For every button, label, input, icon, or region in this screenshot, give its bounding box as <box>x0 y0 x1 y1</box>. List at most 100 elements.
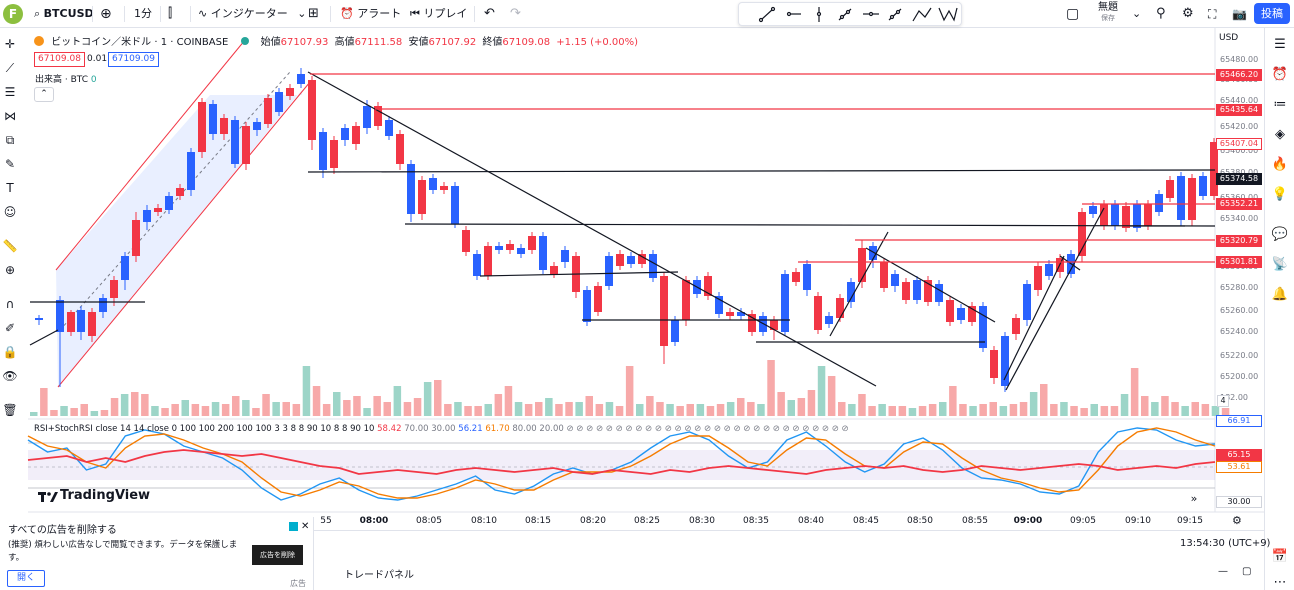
adchoices-icon[interactable] <box>289 522 298 531</box>
divider <box>190 6 191 22</box>
minimize-icon[interactable]: — <box>1218 566 1228 577</box>
trade-panel-tab[interactable]: トレードパネル <box>344 570 414 581</box>
magnifier-icon[interactable]: ⚲ <box>1156 6 1166 21</box>
candle <box>462 226 470 256</box>
replay-button[interactable]: ⏮ リプレイ <box>410 4 467 24</box>
clock[interactable]: 13:54:30 (UTC+9) <box>1180 538 1271 549</box>
close-icon[interactable]: ✕ <box>301 521 310 532</box>
ideas-icon[interactable]: 💡 <box>1271 187 1289 202</box>
trendline-tool-icon[interactable]: ⟋ <box>5 61 15 75</box>
maximize-icon[interactable]: ▢ <box>1242 566 1252 577</box>
alerts-clock-icon[interactable]: ⏰ <box>1271 67 1289 82</box>
chat-icon[interactable]: 💬 <box>1271 227 1289 242</box>
interval-button[interactable]: 1分 <box>134 7 152 20</box>
more-grid-icon[interactable]: ⋯ <box>1273 575 1287 590</box>
text-icon[interactable]: T <box>6 181 14 195</box>
candle <box>1144 200 1152 230</box>
candle-body <box>682 280 690 320</box>
candles-icon[interactable]: ⫿ <box>168 6 173 21</box>
crosshair-icon[interactable]: ✛ <box>4 37 16 51</box>
zoom-in-icon[interactable]: ⊕ <box>4 263 16 277</box>
sell-price-button[interactable]: 67109.08 <box>34 52 85 67</box>
ruler-icon[interactable]: 📏 <box>2 239 18 253</box>
settings-icon[interactable]: ⚙ <box>1182 6 1194 21</box>
ad-remove-button[interactable]: 広告を削除 <box>252 545 303 565</box>
candle <box>561 246 569 268</box>
volume-bar <box>484 404 492 416</box>
volume-bar <box>252 408 260 416</box>
volume-bar <box>1060 402 1068 416</box>
pattern-icon[interactable] <box>938 7 958 22</box>
redo-icon[interactable]: ↷ <box>510 6 521 21</box>
post-button[interactable]: 投稿 <box>1254 3 1290 24</box>
descending-trend-line <box>307 71 877 387</box>
tradingview-brand[interactable]: TradingView <box>60 488 151 503</box>
candle-body <box>528 236 536 250</box>
trash-icon[interactable]: 🗑 <box>2 403 18 417</box>
pattern-tool-icon[interactable]: ⋈ <box>4 109 16 123</box>
emoji-icon[interactable]: ☺ <box>3 205 17 219</box>
alert-button[interactable]: ⏰ アラート <box>340 4 401 24</box>
volume-bar <box>1181 406 1189 416</box>
extended-line-icon[interactable] <box>838 8 852 21</box>
magnet-icon[interactable]: ∩ <box>5 297 15 311</box>
fullscreen-icon[interactable]: ⛶ <box>1208 7 1217 21</box>
horizontal-ray-icon[interactable] <box>863 11 879 17</box>
buy-price-button[interactable]: 67109.09 <box>108 52 159 67</box>
streams-icon[interactable]: 📡 <box>1271 257 1289 272</box>
watchlist-icon[interactable]: ☰ <box>1274 37 1286 52</box>
angle-icon[interactable] <box>912 7 932 22</box>
lock-icon[interactable]: 🔒 <box>2 345 18 359</box>
trendline-icon[interactable] <box>758 6 776 23</box>
symbol-search[interactable]: ⌕ BTCUSD <box>34 4 94 24</box>
indicators-button[interactable]: ∿ インジケーター ⌄ <box>198 4 306 24</box>
chart-area[interactable] <box>0 28 1264 530</box>
candle <box>1155 190 1163 216</box>
candle <box>396 130 404 170</box>
high-value: 67111.58 <box>354 37 403 48</box>
projection-icon[interactable]: ⧉ <box>5 133 15 147</box>
ad-title: すべての広告を削除する <box>8 525 117 536</box>
calendar-icon[interactable]: 📅 <box>1271 549 1289 564</box>
hotlist-icon[interactable]: 🔥 <box>1271 157 1289 172</box>
layout-icon[interactable]: ⊞ <box>308 6 319 21</box>
notifications-icon[interactable]: 🔔 <box>1271 287 1289 302</box>
layers-icon[interactable]: ◈ <box>1275 127 1285 142</box>
square-icon[interactable]: ▢ <box>1066 6 1080 22</box>
brush-icon[interactable]: ✎ <box>4 157 16 171</box>
scroll-to-realtime-icon[interactable]: » <box>1190 492 1198 505</box>
lock-drawing-icon[interactable]: ✐ <box>4 321 16 335</box>
ray-icon[interactable] <box>786 11 801 17</box>
candle-body <box>550 266 558 274</box>
alert-icon: ⏰ <box>340 7 354 20</box>
price-axis-tick: 65380.00 <box>1220 168 1258 177</box>
candle <box>330 136 338 174</box>
camera-icon[interactable]: 📷 <box>1232 7 1247 21</box>
layout-name[interactable]: 無題 保存 <box>1096 2 1120 22</box>
price-axis-tick: 65220.00 <box>1220 351 1259 360</box>
change-value: +1.15 (+0.00%) <box>556 37 639 48</box>
undo-icon[interactable]: ↶ <box>484 6 495 21</box>
fib-icon[interactable]: ☰ <box>4 85 16 99</box>
chevron-down-icon[interactable]: ⌄ <box>1132 7 1142 20</box>
ad-open-button[interactable]: 開く <box>7 570 45 587</box>
volume-bar <box>1019 402 1028 416</box>
chart-settings-icon[interactable]: ⚙ <box>1232 514 1242 527</box>
candle <box>1188 174 1196 226</box>
vertical-line-icon[interactable] <box>816 7 822 22</box>
chart-canvas[interactable] <box>0 28 1264 530</box>
currency-selector[interactable]: USD <box>1219 33 1239 43</box>
volume-bar <box>646 396 654 416</box>
user-avatar[interactable]: F <box>3 4 23 24</box>
indicators-icon: ∿ <box>198 7 208 20</box>
add-icon[interactable]: ⊕ <box>100 6 112 22</box>
candle <box>550 262 558 278</box>
collapse-legend-button[interactable]: ⌃ <box>34 87 54 102</box>
volume-legend: 出来高 · BTC 0 <box>35 72 97 85</box>
add-list-icon[interactable]: ≔ <box>1273 97 1287 112</box>
eye-icon[interactable]: 👁 <box>2 369 18 383</box>
pencil-icon[interactable] <box>888 8 902 21</box>
volume-bar <box>90 411 99 416</box>
candle-body <box>429 178 437 190</box>
candle-body <box>319 132 327 170</box>
